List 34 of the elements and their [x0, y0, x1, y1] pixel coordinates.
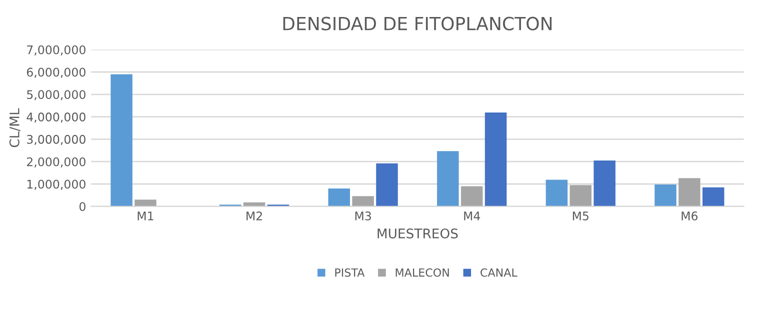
y-tick-label: 4,000,000 [26, 112, 86, 123]
bar [570, 185, 592, 206]
bar [594, 160, 616, 206]
y-tick-label: 3,000,000 [27, 134, 86, 146]
x-tick-label: M1 [138, 212, 154, 220]
legend-label: PISTA [335, 268, 365, 277]
x-tick-label: M4 [464, 212, 480, 220]
bar [484, 112, 507, 206]
bar [134, 200, 156, 206]
bar [328, 188, 350, 206]
bar [546, 180, 568, 206]
bar [352, 196, 374, 206]
y-tick-label: 1,000,000 [27, 180, 86, 190]
chart-title: DENSIDAD DE FITOPLANCTON [283, 16, 552, 30]
bar [678, 178, 700, 206]
bar [110, 74, 132, 206]
bar [654, 184, 676, 206]
x-tick-label: M2 [246, 211, 262, 220]
x-tick-label: M3 [355, 211, 371, 220]
bar [437, 151, 459, 206]
y-tick-label: 7,000,000 [27, 45, 86, 56]
x-axis-title: MUESTREOS [378, 228, 458, 238]
x-tick-label: M6 [682, 211, 698, 220]
y-axis-title: CL/ML [9, 108, 20, 148]
bar [376, 163, 398, 206]
legend-label: MALECON [396, 268, 449, 277]
y-tick-label: 2,000,000 [27, 157, 86, 168]
bar [460, 186, 483, 206]
x-tick-label: M5 [572, 212, 588, 220]
y-tick-label: 0 [79, 202, 86, 212]
y-tick-label: 5,000,000 [27, 90, 86, 100]
bar [702, 187, 724, 206]
y-tick-label: 6,000,000 [26, 68, 86, 78]
legend-label: CANAL [480, 268, 518, 277]
